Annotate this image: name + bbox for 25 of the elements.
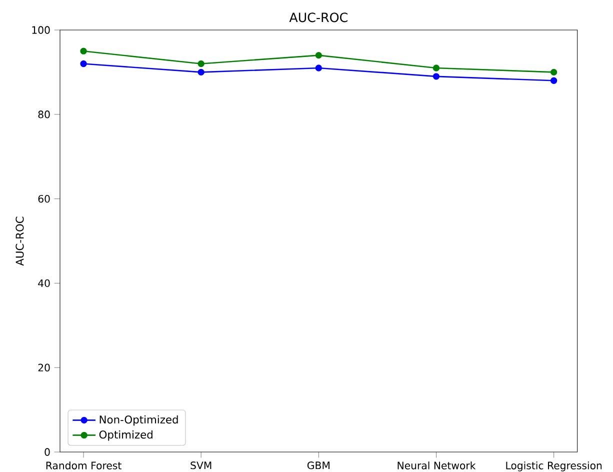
point xyxy=(432,73,440,80)
point xyxy=(198,68,204,76)
point xyxy=(315,64,322,72)
y-tick-label: 100 xyxy=(32,26,50,34)
point xyxy=(550,68,558,76)
y-tick-label: 60 xyxy=(38,194,50,203)
y-tick-label: 80 xyxy=(38,110,50,118)
y-axis-title: AUC-ROC xyxy=(16,216,24,266)
x-tick-label: Random Forest xyxy=(46,462,122,470)
x-tick-label: Neural Network xyxy=(398,462,476,470)
legend-label: Non-Optimized xyxy=(100,415,178,426)
y-tick-label: 40 xyxy=(38,279,50,288)
point xyxy=(198,60,204,68)
point xyxy=(550,77,558,84)
point xyxy=(432,64,440,72)
point xyxy=(315,52,322,59)
x-tick-label: GBM xyxy=(307,462,330,470)
y-tick-label: 0 xyxy=(44,448,50,456)
legend-label: Optimized xyxy=(99,430,152,441)
point xyxy=(80,60,87,68)
x-tick-label: Logistic Regression xyxy=(506,462,602,472)
point xyxy=(80,48,87,54)
x-tick-label: SVM xyxy=(190,462,212,470)
y-tick-label: 20 xyxy=(38,364,50,372)
chart-title: AUC-ROC xyxy=(289,12,348,22)
